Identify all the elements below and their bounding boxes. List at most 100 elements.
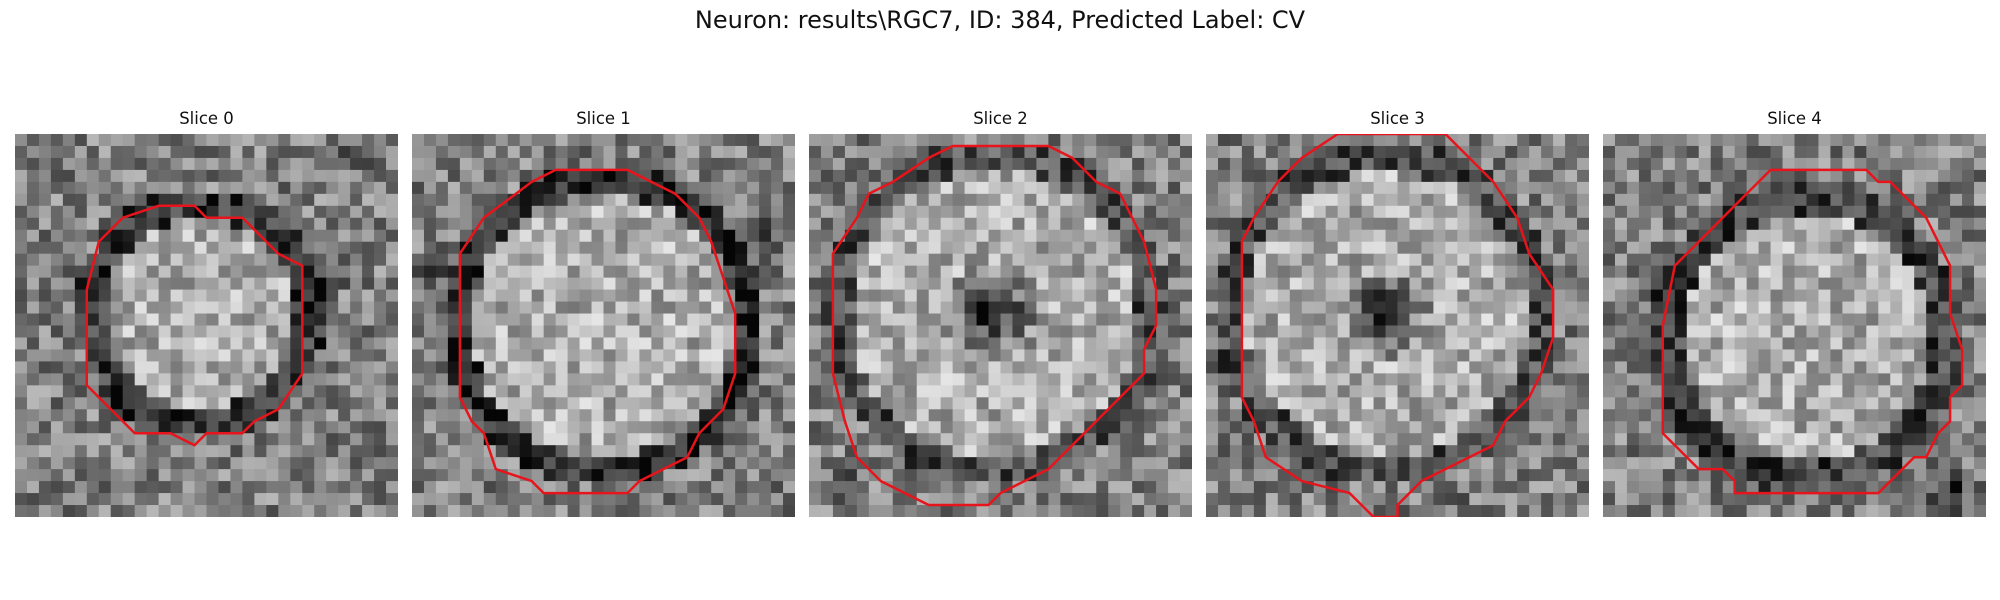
pixel-cell xyxy=(1782,397,1796,410)
pixel-cell xyxy=(1614,253,1628,267)
pixel-cell xyxy=(1493,457,1506,470)
pixel-cell xyxy=(916,145,930,159)
pixel-cell xyxy=(1818,421,1832,434)
pixel-cell xyxy=(110,193,124,207)
pixel-cell xyxy=(1072,301,1085,315)
pixel-cell xyxy=(1229,493,1243,506)
pixel-cell xyxy=(1385,169,1399,183)
pixel-cell xyxy=(447,469,461,482)
pixel-cell xyxy=(507,457,521,470)
pixel-cell xyxy=(687,181,700,195)
pixel-cell xyxy=(1770,409,1784,422)
pixel-cell xyxy=(1758,325,1772,339)
pixel-cell xyxy=(820,145,834,159)
pixel-cell xyxy=(579,265,593,279)
pixel-cell xyxy=(1614,181,1628,195)
pixel-cell xyxy=(783,421,795,434)
pixel-cell xyxy=(1253,265,1267,279)
pixel-cell xyxy=(182,409,196,422)
pixel-cell xyxy=(338,301,351,315)
pixel-cell xyxy=(483,241,497,255)
pixel-cell xyxy=(1096,493,1109,506)
pixel-cell xyxy=(1132,433,1145,446)
pixel-cell xyxy=(507,169,521,183)
pixel-cell xyxy=(809,409,822,422)
pixel-cell xyxy=(916,134,930,147)
pixel-cell xyxy=(1962,229,1975,243)
pixel-cell xyxy=(1746,445,1760,458)
pixel-cell xyxy=(1553,373,1566,386)
pixel-cell xyxy=(567,505,581,517)
pixel-cell xyxy=(615,325,629,339)
pixel-cell xyxy=(1361,349,1375,363)
pixel-cell xyxy=(1373,349,1387,363)
pixel-cell xyxy=(1265,385,1279,398)
pixel-cell xyxy=(1565,361,1578,374)
pixel-cell xyxy=(1782,421,1796,434)
pixel-cell xyxy=(747,193,760,207)
pixel-cell xyxy=(170,481,184,494)
pixel-cell xyxy=(567,277,581,291)
pixel-cell xyxy=(711,193,724,207)
pixel-cell xyxy=(278,265,291,279)
pixel-cell xyxy=(723,265,736,279)
pixel-cell xyxy=(615,445,629,458)
pixel-cell xyxy=(904,325,918,339)
pixel-cell xyxy=(1397,385,1411,398)
pixel-cell xyxy=(362,433,375,446)
pixel-cell xyxy=(483,373,497,386)
pixel-cell xyxy=(1565,253,1578,267)
pixel-cell xyxy=(1686,193,1700,207)
pixel-cell xyxy=(1313,181,1327,195)
pixel-cell xyxy=(940,181,954,195)
pixel-cell xyxy=(1096,505,1109,517)
pixel-cell xyxy=(783,469,795,482)
pixel-cell xyxy=(507,313,521,327)
pixel-cell xyxy=(1686,385,1700,398)
pixel-cell xyxy=(579,301,593,315)
pixel-cell xyxy=(1842,385,1855,398)
pixel-cell xyxy=(928,445,942,458)
pixel-cell xyxy=(844,134,858,147)
pixel-cell xyxy=(1782,229,1796,243)
pixel-cell xyxy=(1325,325,1339,339)
pixel-cell xyxy=(723,469,736,482)
pixel-cell xyxy=(1878,325,1891,339)
pixel-cell xyxy=(302,277,315,291)
pixel-cell xyxy=(1770,337,1784,351)
pixel-cell xyxy=(1156,145,1169,159)
pixel-cell xyxy=(1734,134,1748,147)
pixel-cell xyxy=(940,421,954,434)
pixel-cell xyxy=(1914,169,1927,183)
pixel-cell xyxy=(1289,289,1303,303)
pixel-cell xyxy=(290,157,303,171)
pixel-cell xyxy=(1974,217,1986,231)
pixel-cell xyxy=(170,217,184,231)
pixel-cell xyxy=(519,289,533,303)
pixel-cell xyxy=(531,289,545,303)
pixel-cell xyxy=(1734,361,1748,374)
pixel-cell xyxy=(26,217,40,231)
pixel-cell xyxy=(495,301,509,315)
pixel-cell xyxy=(844,409,858,422)
pixel-cell xyxy=(1241,325,1255,339)
pixel-cell xyxy=(1974,385,1986,398)
pixel-cell xyxy=(1818,409,1832,422)
pixel-cell xyxy=(976,481,990,494)
pixel-cell xyxy=(1674,217,1688,231)
pixel-cell xyxy=(1770,193,1784,207)
pixel-cell xyxy=(615,385,629,398)
pixel-cell xyxy=(1373,457,1387,470)
pixel-cell xyxy=(158,134,172,147)
pixel-cell xyxy=(1108,505,1121,517)
pixel-cell xyxy=(567,301,581,315)
pixel-cell xyxy=(1277,289,1291,303)
pixel-cell xyxy=(1277,134,1291,147)
pixel-cell xyxy=(1758,457,1772,470)
pixel-cell xyxy=(1890,217,1903,231)
pixel-cell xyxy=(1385,397,1399,410)
pixel-cell xyxy=(1397,301,1411,315)
pixel-cell xyxy=(687,457,700,470)
pixel-cell xyxy=(603,361,617,374)
pixel-cell xyxy=(1433,217,1446,231)
